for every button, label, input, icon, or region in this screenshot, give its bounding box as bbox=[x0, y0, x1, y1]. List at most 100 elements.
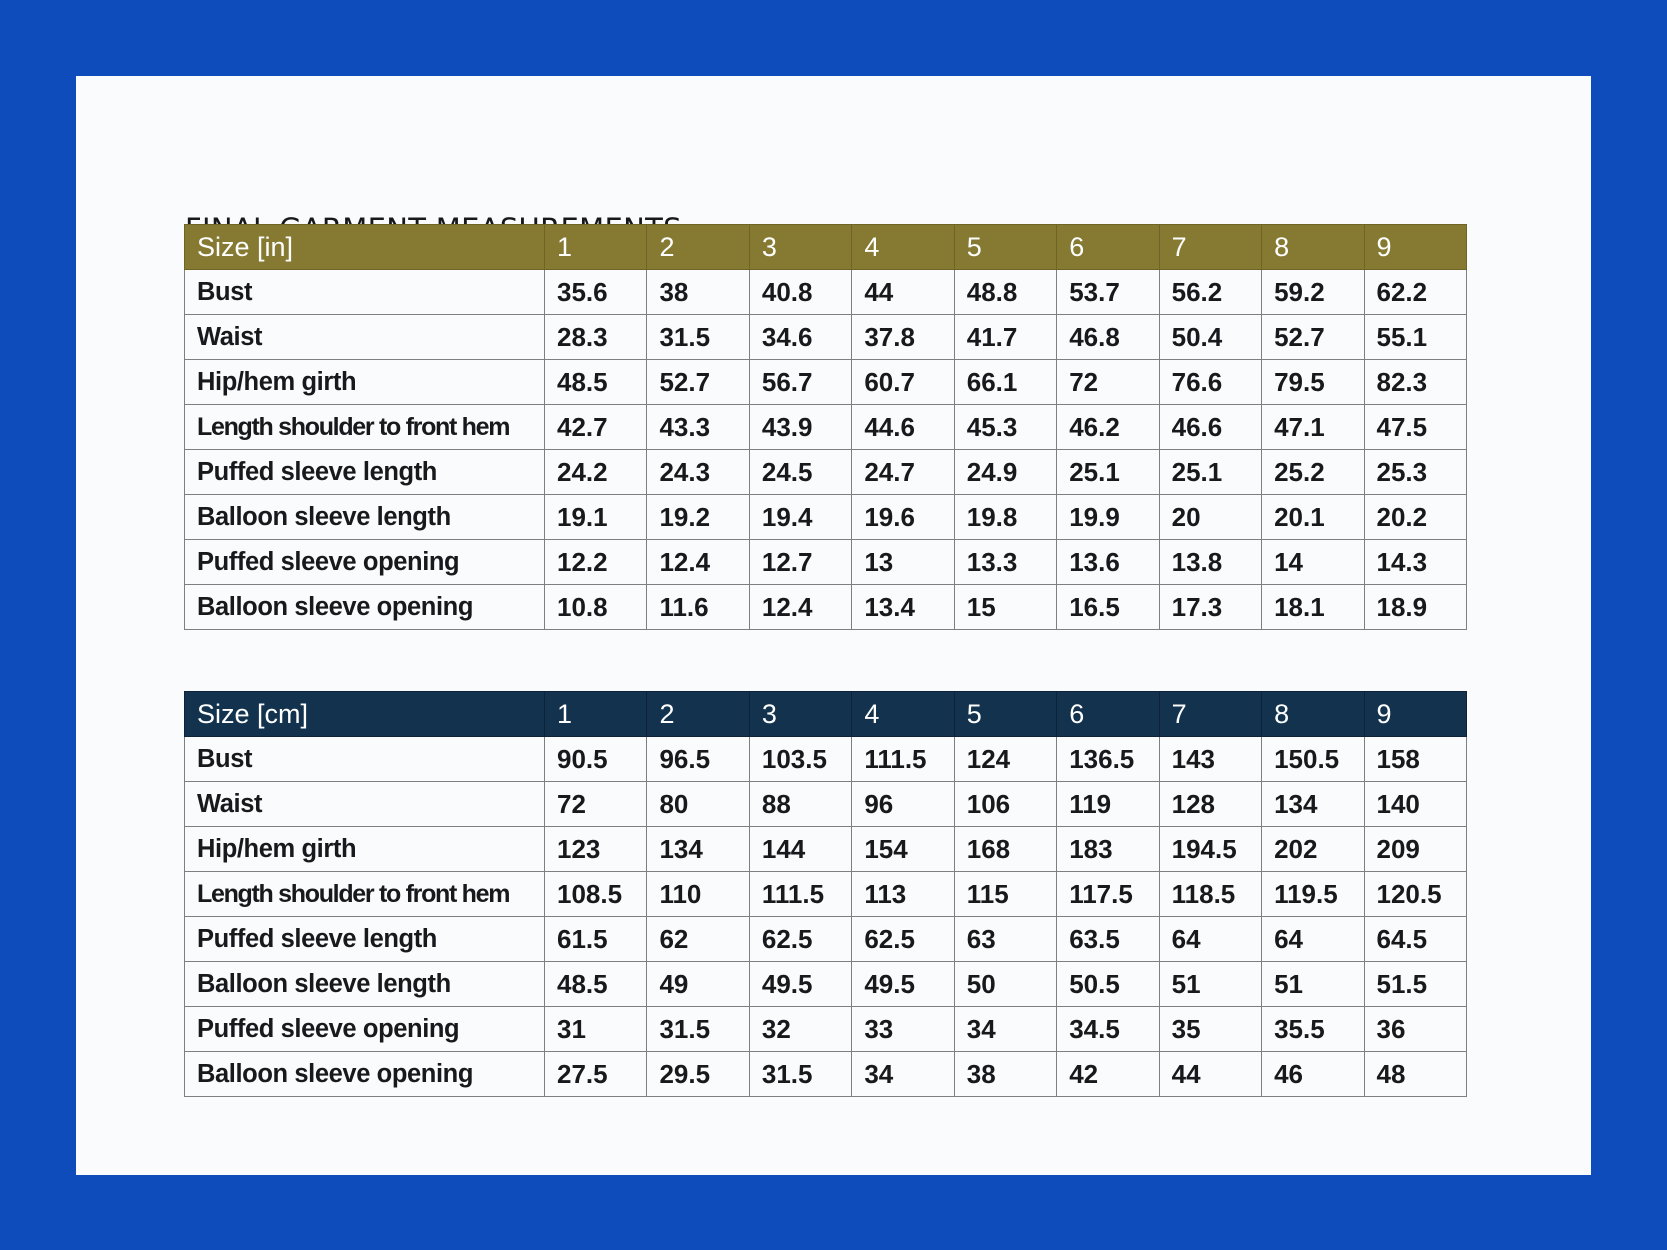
measurement-cell: 40.8 bbox=[748, 269, 853, 315]
measurement-cell: 143 bbox=[1158, 736, 1263, 782]
measurement-cell: 144 bbox=[748, 826, 853, 872]
measurement-cell: 48.5 bbox=[543, 359, 648, 405]
measurement-cell: 44 bbox=[1158, 1051, 1263, 1097]
measurement-cell: 52.7 bbox=[646, 359, 750, 405]
measurement-cell: 62.5 bbox=[748, 916, 853, 962]
table-row: Bust 90.5 96.5 103.5 111.5 124 136.5 143 150.5 15… bbox=[184, 736, 1467, 782]
measurement-cell: 14.3 bbox=[1363, 539, 1467, 585]
measurement-cell: 31.5 bbox=[646, 1006, 750, 1052]
measurement-cell: 119 bbox=[1056, 781, 1160, 827]
measurement-cell: 34 bbox=[851, 1051, 955, 1097]
measurement-cell: 19.8 bbox=[953, 494, 1058, 540]
header-size-cell: 1 bbox=[543, 224, 648, 270]
measurement-cell: 12.7 bbox=[748, 539, 853, 585]
measurement-cell: 35 bbox=[1158, 1006, 1263, 1052]
measurement-cell: 202 bbox=[1261, 826, 1365, 872]
table-row: Length shoulder to front hem 108.5 110 111.… bbox=[184, 871, 1467, 917]
row-label: Waist bbox=[184, 781, 545, 827]
measurement-cell: 64 bbox=[1158, 916, 1263, 962]
measurement-cell: 103.5 bbox=[748, 736, 853, 782]
header-size-cell: 9 bbox=[1363, 224, 1467, 270]
row-label: Bust bbox=[184, 736, 545, 782]
measurement-cell: 53.7 bbox=[1056, 269, 1160, 315]
table-row: Length shoulder to front hem 42.7 43.3 43.9… bbox=[184, 404, 1467, 450]
measurement-cell: 24.3 bbox=[646, 449, 750, 495]
measurement-cell: 44 bbox=[851, 269, 955, 315]
measurement-cell: 13.3 bbox=[953, 539, 1058, 585]
header-size-cell: 5 bbox=[953, 691, 1058, 737]
header-size-cell: 7 bbox=[1158, 691, 1263, 737]
measurement-cell: 19.2 bbox=[646, 494, 750, 540]
measurement-cell: 34.5 bbox=[1056, 1006, 1160, 1052]
measurement-cell: 24.9 bbox=[953, 449, 1058, 495]
measurement-cell: 140 bbox=[1363, 781, 1467, 827]
row-label: Bust bbox=[184, 269, 545, 315]
row-label: Balloon sleeve length bbox=[184, 494, 545, 540]
header-size-cell: 8 bbox=[1261, 691, 1365, 737]
measurement-cell: 106 bbox=[953, 781, 1058, 827]
measurement-cell: 42.7 bbox=[543, 404, 648, 450]
measurement-card: FINAL GARMENT MEASUREMENTS Size [in]1234… bbox=[76, 76, 1591, 1175]
measurement-cell: 62.2 bbox=[1363, 269, 1467, 315]
measurement-cell: 134 bbox=[1261, 781, 1365, 827]
measurement-cell: 48 bbox=[1363, 1051, 1467, 1097]
measurement-cell: 27.5 bbox=[543, 1051, 648, 1097]
measurement-cell: 52.7 bbox=[1261, 314, 1365, 360]
measurement-cell: 35.5 bbox=[1261, 1006, 1365, 1052]
measurement-cell: 50.5 bbox=[1056, 961, 1160, 1007]
header-size-cell: 7 bbox=[1158, 224, 1263, 270]
measurement-cell: 13.4 bbox=[851, 584, 955, 630]
measurement-cell: 90.5 bbox=[543, 736, 648, 782]
header-size-cell: 6 bbox=[1056, 691, 1160, 737]
table-row: Balloon sleeve opening 10.8 11.6 12.4 13.4 15… bbox=[184, 584, 1467, 630]
header-size-cell: 1 bbox=[543, 691, 648, 737]
row-label: Balloon sleeve length bbox=[184, 961, 545, 1007]
measurement-cell: 115 bbox=[953, 871, 1058, 917]
header-size-cell: 2 bbox=[646, 224, 750, 270]
measurement-cell: 25.3 bbox=[1363, 449, 1467, 495]
measurement-cell: 158 bbox=[1363, 736, 1467, 782]
header-size-cell: 9 bbox=[1363, 691, 1467, 737]
measurement-cell: 82.3 bbox=[1363, 359, 1467, 405]
measurement-cell: 28.3 bbox=[543, 314, 648, 360]
table-row: Puffed sleeve length 24.2 24.3 24.5 24.7 24.9… bbox=[184, 449, 1467, 495]
measurement-cell: 56.7 bbox=[748, 359, 853, 405]
table-row: Hip/hem girth 123 134 144 154 168 183 194.5 202 2… bbox=[184, 826, 1467, 872]
measurement-cell: 20.2 bbox=[1363, 494, 1467, 540]
measurement-cell: 123 bbox=[543, 826, 648, 872]
measurement-cell: 34 bbox=[953, 1006, 1058, 1052]
header-unit-label: Size [in] bbox=[184, 224, 545, 270]
measurement-cell: 111.5 bbox=[851, 736, 955, 782]
measurement-cell: 61.5 bbox=[543, 916, 648, 962]
measurement-cell: 11.6 bbox=[646, 584, 750, 630]
header-size-cell: 4 bbox=[851, 224, 955, 270]
measurement-cell: 49 bbox=[646, 961, 750, 1007]
measurement-cell: 66.1 bbox=[953, 359, 1058, 405]
measurement-cell: 46.2 bbox=[1056, 404, 1160, 450]
measurement-cell: 25.1 bbox=[1056, 449, 1160, 495]
measurement-cell: 150.5 bbox=[1261, 736, 1365, 782]
measurement-cell: 136.5 bbox=[1056, 736, 1160, 782]
measurement-cell: 19.6 bbox=[851, 494, 955, 540]
measurement-cell: 34.6 bbox=[748, 314, 853, 360]
measurement-cell: 64 bbox=[1261, 916, 1365, 962]
measurement-cell: 110 bbox=[646, 871, 750, 917]
row-label: Puffed sleeve length bbox=[184, 916, 545, 962]
measurement-cell: 80 bbox=[646, 781, 750, 827]
measurement-cell: 44.6 bbox=[851, 404, 955, 450]
measurement-cell: 24.5 bbox=[748, 449, 853, 495]
measurement-cell: 24.2 bbox=[543, 449, 648, 495]
table-row: Balloon sleeve length 19.1 19.2 19.4 19.6 19.… bbox=[184, 494, 1467, 540]
row-label: Puffed sleeve opening bbox=[184, 1006, 545, 1052]
measurement-cell: 25.2 bbox=[1261, 449, 1365, 495]
measurement-cell: 18.1 bbox=[1261, 584, 1365, 630]
measurement-cell: 13 bbox=[851, 539, 955, 585]
measurement-cell: 19.4 bbox=[748, 494, 853, 540]
measurement-cell: 72 bbox=[1056, 359, 1160, 405]
measurement-cell: 209 bbox=[1363, 826, 1467, 872]
measurement-cell: 51 bbox=[1158, 961, 1263, 1007]
measurement-cell: 29.5 bbox=[646, 1051, 750, 1097]
table-header-row: Size [cm] 1 2 3 4 5 6 7 8 9 bbox=[184, 691, 1467, 737]
row-label: Hip/hem girth bbox=[184, 826, 545, 872]
measurement-cell: 62 bbox=[646, 916, 750, 962]
